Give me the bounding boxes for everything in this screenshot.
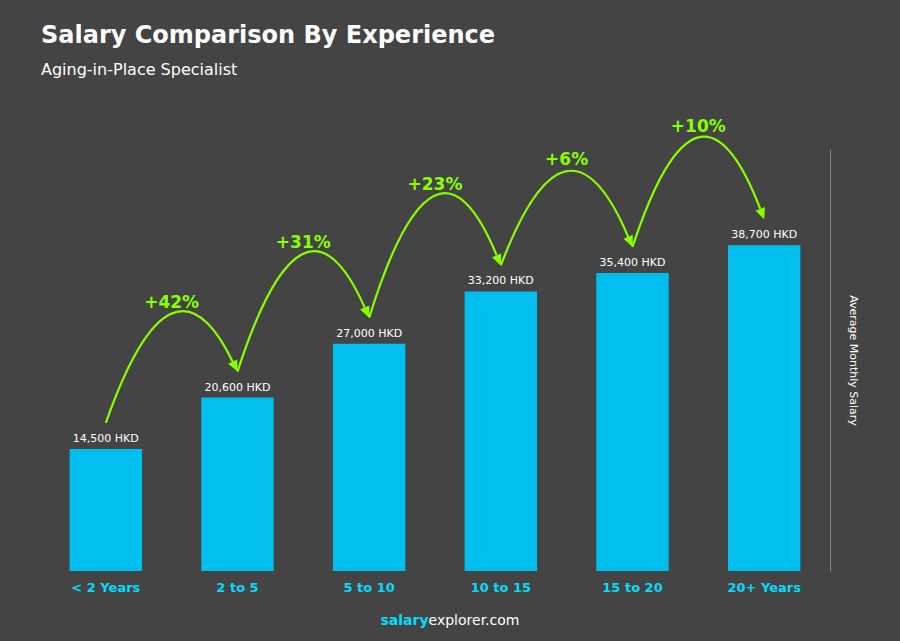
svg-text:+42%: +42%	[144, 292, 199, 312]
svg-text:explorer.com: explorer.com	[429, 612, 520, 628]
svg-text:Salary Comparison By Experienc: Salary Comparison By Experience	[41, 21, 495, 49]
svg-text:35,400 HKD: 35,400 HKD	[600, 256, 666, 269]
svg-text:salary: salary	[381, 612, 429, 628]
svg-text:20,600 HKD: 20,600 HKD	[205, 381, 271, 394]
svg-text:20+ Years: 20+ Years	[727, 580, 801, 595]
svg-text:+6%: +6%	[545, 149, 588, 169]
svg-text:< 2 Years: < 2 Years	[71, 580, 140, 595]
svg-text:Aging-in-Place Specialist: Aging-in-Place Specialist	[41, 60, 237, 79]
svg-text:27,000 HKD: 27,000 HKD	[336, 327, 402, 340]
svg-text:+10%: +10%	[671, 116, 726, 136]
svg-text:+23%: +23%	[408, 174, 463, 194]
svg-text:2 to 5: 2 to 5	[216, 580, 258, 595]
svg-text:+31%: +31%	[276, 232, 331, 252]
svg-text:15 to 20: 15 to 20	[602, 580, 662, 595]
svg-text:5 to 10: 5 to 10	[343, 580, 394, 595]
svg-text:38,700 HKD: 38,700 HKD	[731, 228, 797, 241]
svg-text:14,500 HKD: 14,500 HKD	[73, 432, 139, 445]
svg-text:Average Monthly Salary: Average Monthly Salary	[847, 295, 860, 426]
svg-text:10 to 15: 10 to 15	[471, 580, 531, 595]
svg-text:33,200 HKD: 33,200 HKD	[468, 274, 534, 287]
